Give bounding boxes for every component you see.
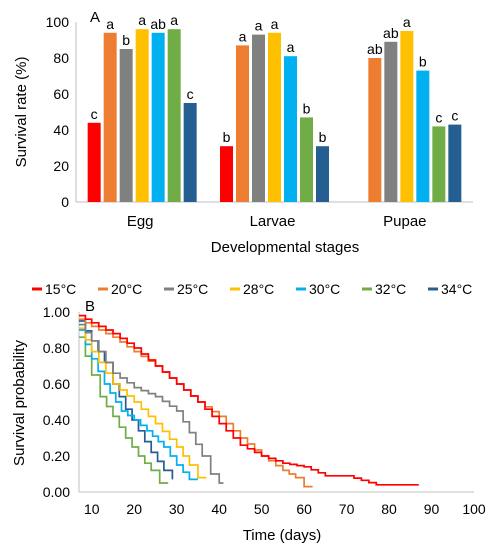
panel-a-label: A	[90, 9, 100, 26]
panel-b-plot: 0.00 0.20 0.40 0.60 0.80 1.00 10 20 30 40 50 60 70 80…	[43, 304, 486, 517]
y-tick-label: 0.20	[43, 448, 70, 464]
significance-letter: b	[303, 100, 311, 116]
panel-b-legend: 15°C 20°C 25°C 28°C 30°C 32°C 34°C	[32, 281, 472, 297]
y-tick-label: 0.00	[43, 484, 70, 500]
x-tick-label: 10	[84, 501, 100, 517]
significance-letter: c	[187, 86, 194, 102]
significance-letter: ab	[367, 41, 383, 57]
bar	[183, 103, 197, 202]
x-tick-label: 50	[254, 501, 270, 517]
y-tick-label: 100	[46, 14, 70, 30]
legend-label: 32°C	[375, 281, 406, 297]
bar	[103, 32, 117, 202]
x-tick-label: 60	[296, 501, 312, 517]
significance-letter: a	[138, 12, 146, 28]
x-tick-label: 80	[381, 501, 397, 517]
legend-label: 34°C	[441, 281, 472, 297]
category-label: Larvae	[250, 213, 296, 230]
y-tick-label: 40	[53, 122, 69, 138]
x-tick-label: 100	[462, 501, 486, 517]
significance-letter: b	[223, 129, 231, 145]
significance-letter: a	[287, 39, 295, 55]
significance-letter: b	[319, 129, 327, 145]
bar	[220, 146, 233, 202]
bar	[252, 34, 265, 202]
significance-letter: c	[451, 108, 458, 124]
significance-letter: ab	[150, 16, 166, 32]
significance-letter: a	[403, 14, 411, 30]
bar	[300, 117, 313, 202]
significance-letter: a	[239, 28, 247, 44]
survival-curve	[79, 320, 174, 480]
legend-label: 30°C	[309, 281, 340, 297]
x-tick-label: 20	[126, 501, 142, 517]
y-tick-label: 1.00	[43, 304, 70, 320]
significance-letter: b	[122, 32, 130, 48]
bar	[268, 32, 281, 202]
survival-curve	[79, 323, 224, 484]
significance-letter: ab	[383, 25, 399, 41]
bar	[119, 49, 133, 202]
legend-label: 28°C	[243, 281, 274, 297]
y-tick-label: 0.60	[43, 376, 70, 392]
survival-curve	[79, 336, 169, 484]
panel-b-label: B	[85, 298, 95, 315]
y-tick-label: 0.80	[43, 340, 70, 356]
bar	[284, 56, 297, 203]
survival-curve	[79, 327, 207, 479]
panel-a-x-axis-title: Developmental stages	[211, 239, 359, 256]
significance-letter: a	[271, 16, 279, 32]
bar	[151, 32, 165, 202]
category-label: Pupae	[383, 213, 426, 230]
bar	[368, 58, 382, 202]
x-tick-label: 30	[169, 501, 185, 517]
legend-label: 25°C	[177, 281, 208, 297]
bar	[316, 146, 329, 202]
panel-b-x-axis-title: Time (days)	[243, 527, 322, 544]
x-tick-label: 70	[339, 501, 355, 517]
bar	[135, 29, 149, 203]
category-label: Egg	[127, 213, 154, 230]
bar	[167, 29, 181, 203]
y-tick-label: 0.40	[43, 412, 70, 428]
bar	[384, 41, 398, 202]
significance-letter: a	[255, 18, 263, 34]
bar	[432, 126, 446, 202]
survival-curve	[79, 329, 198, 481]
x-tick-label: 40	[211, 501, 227, 517]
y-tick-label: 20	[53, 158, 69, 174]
significance-letter: a	[170, 12, 178, 28]
y-tick-label: 0	[61, 194, 69, 210]
significance-letter: c	[435, 109, 442, 125]
y-tick-label: 60	[53, 86, 69, 102]
bar	[416, 70, 430, 202]
panel-b-y-axis-title: Survival probability	[11, 340, 28, 466]
bar	[236, 45, 249, 203]
significance-letter: b	[419, 54, 427, 70]
bar	[87, 122, 101, 202]
bar	[448, 124, 462, 202]
y-tick-label: 80	[53, 50, 69, 66]
significance-letter: a	[106, 16, 114, 32]
legend-label: 20°C	[111, 281, 142, 297]
survival-curve	[79, 314, 419, 486]
panel-a-y-axis-title: Survival rate (%)	[13, 57, 30, 168]
bar	[400, 31, 414, 202]
x-tick-label: 90	[424, 501, 440, 517]
legend-label: 15°C	[45, 281, 76, 297]
significance-letter: c	[91, 106, 98, 122]
